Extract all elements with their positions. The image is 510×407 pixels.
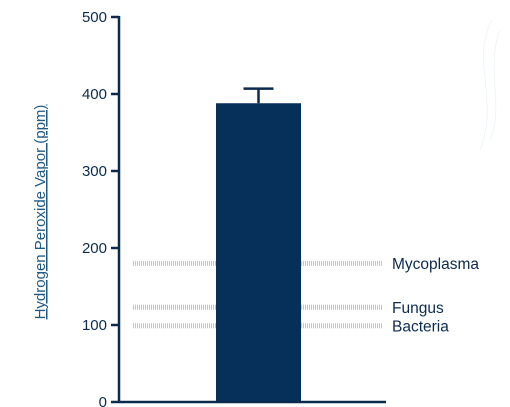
reference-label-fungus: Fungus [392,300,444,317]
y-axis-title: Hydrogen Peroxide Vapor (ppm) [32,105,49,320]
y-tick-label: 200 [82,240,107,257]
reference-label-bacteria: Bacteria [392,318,449,335]
reference-label-mycoplasma: Mycoplasma [392,256,479,273]
y-tick-label: 400 [82,86,107,103]
y-tick-label: 100 [82,317,107,334]
y-axis-ticks: 0 100 200 300 400 500 [82,9,119,407]
error-bar [243,87,274,104]
y-tick-label: 0 [99,394,107,407]
bar [216,103,301,403]
bars [216,87,301,403]
y-tick-label: 500 [82,9,107,26]
background-watermark [479,19,501,151]
y-tick-label: 300 [82,163,107,180]
